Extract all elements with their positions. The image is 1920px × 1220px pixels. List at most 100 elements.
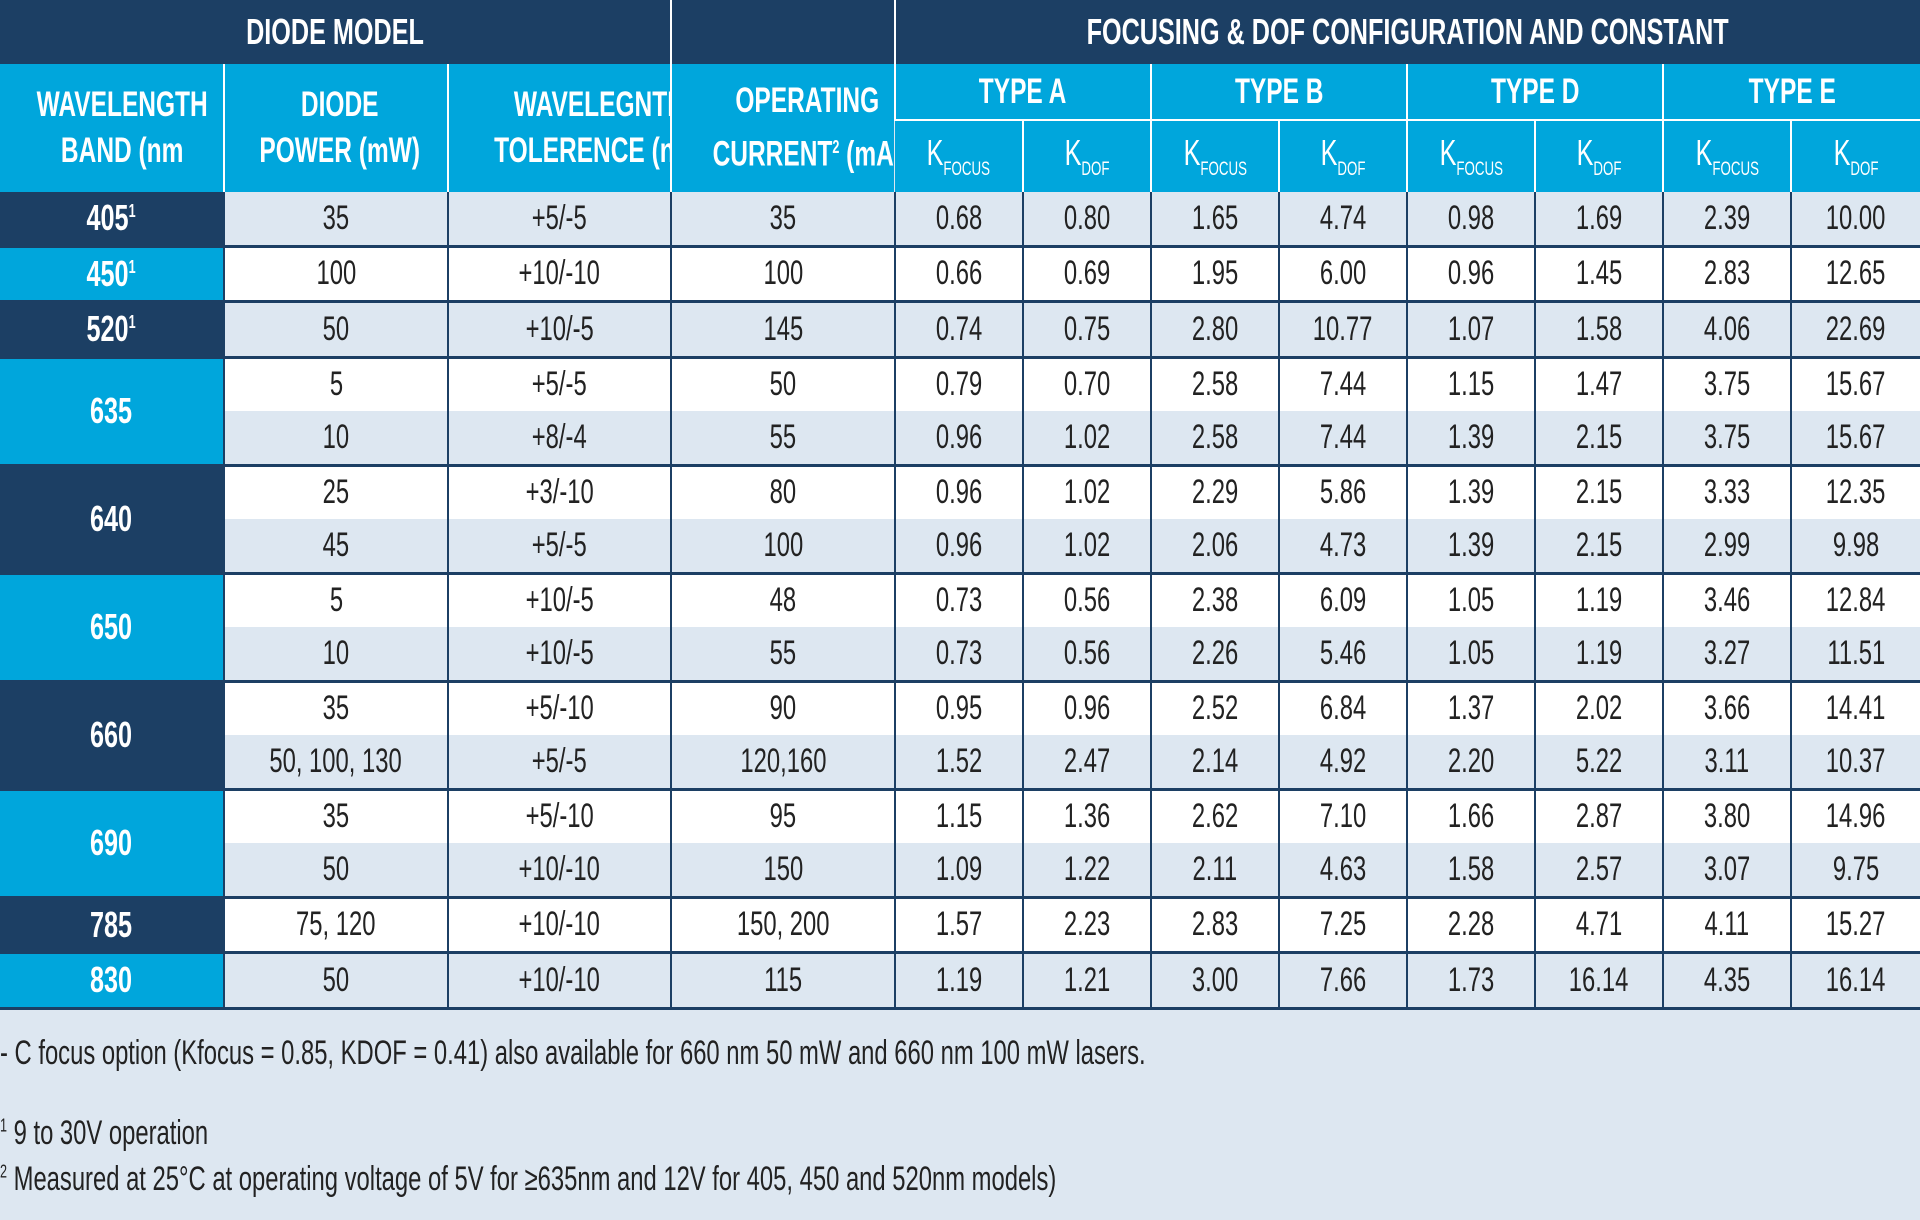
wavelength-tolerance-cell: +3/-10 <box>446 463 672 519</box>
diode-power-cell: 100 <box>223 244 448 302</box>
type-b-k-focus-cell: 2.06 <box>1150 519 1280 573</box>
type-d-k-focus-cell: 1.37 <box>1406 679 1536 735</box>
type-a-k-dof-cell: 0.69 <box>1022 244 1152 302</box>
type-d-k-focus-cell: 1.39 <box>1406 463 1536 519</box>
table-row: 50 +10/-10 150 1.09 1.22 2.11 4.63 1.58 2.57 3.07… <box>0 843 1920 897</box>
type-e-k-focus-cell: 3.27 <box>1662 627 1792 681</box>
type-b-k-dof-cell: 10.77 <box>1278 300 1408 357</box>
wavelength-tolerance-cell: +10/-5 <box>446 571 672 627</box>
wavelength-band-cell: 640 <box>0 463 224 573</box>
wavelength-band-cell: 785 <box>0 895 224 953</box>
type-a-k-dof-cell: 0.80 <box>1022 192 1152 246</box>
type-d-k-dof-cell: 1.47 <box>1534 355 1664 411</box>
operating-current-cell: 100 <box>670 244 896 302</box>
type-e-k-focus-cell: 3.46 <box>1662 571 1792 627</box>
type-e-k-dof-cell: 16.14 <box>1790 951 1920 1008</box>
wavelength-band-header: WAVELENGTH BAND (nm <box>0 64 224 192</box>
diode-power-cell: 35 <box>223 192 448 246</box>
wavelength-tolerance-cell: +10/-10 <box>446 951 672 1008</box>
type-b-k-dof-cell: 4.63 <box>1278 843 1408 897</box>
operating-current-cell: 120,160 <box>670 735 896 789</box>
type-d-k-dof-cell: 2.15 <box>1534 463 1664 519</box>
type-d-k-focus-cell: 0.98 <box>1406 192 1536 246</box>
type-b-k-dof-cell: 4.74 <box>1278 192 1408 246</box>
type-a-k-focus-cell: 0.73 <box>894 627 1024 681</box>
type-a-k-focus-cell: 0.74 <box>894 300 1024 357</box>
wavelength-tolerance-cell: +5/-5 <box>446 355 672 411</box>
type-a-k-dof-cell: 0.70 <box>1022 355 1152 411</box>
type-e-k-focus-cell: 3.11 <box>1662 735 1792 789</box>
type-d-k-dof-cell: 2.15 <box>1534 411 1664 465</box>
type-b-header: TYPE B <box>1150 64 1408 121</box>
type-a-k-dof-cell: 0.75 <box>1022 300 1152 357</box>
type-e-k-dof-cell: 9.75 <box>1790 843 1920 897</box>
type-e-k-focus-cell: 3.80 <box>1662 787 1792 843</box>
type-e-k-focus-cell: 2.39 <box>1662 192 1792 246</box>
diode-power-cell: 50, 100, 130 <box>223 735 448 789</box>
wavelength-band-cell: 5201 <box>0 300 224 357</box>
type-b-k-focus-cell: 2.58 <box>1150 411 1280 465</box>
operating-current-cell: 145 <box>670 300 896 357</box>
type-a-k-focus-cell: 0.68 <box>894 192 1024 246</box>
operating-current-cell: 90 <box>670 679 896 735</box>
type-a-k-focus-cell: 0.79 <box>894 355 1024 411</box>
type-b-k-focus-cell: 2.62 <box>1150 787 1280 843</box>
table-row: 10 +10/-5 55 0.73 0.56 2.26 5.46 1.05 1.19 3.27 11… <box>0 627 1920 681</box>
table-row: 4051 35 +5/-5 35 0.68 0.80 1.65 4.74 0.98 1.69 2.3… <box>0 192 1920 246</box>
operating-current-cell: 50 <box>670 355 896 411</box>
table-row: 785 75, 120 +10/-10 150, 200 1.57 2.23 2.83 7.2… <box>0 895 1920 953</box>
type-a-k-dof-cell: 0.96 <box>1022 679 1152 735</box>
type-d-k-dof-cell: 2.57 <box>1534 843 1664 897</box>
operating-current-cell: 115 <box>670 951 896 1008</box>
type-d-k-dof-cell: 2.15 <box>1534 519 1664 573</box>
operating-current-cell: 48 <box>670 571 896 627</box>
diode-power-cell: 35 <box>223 787 448 843</box>
diode-model-header: DIODE MODEL <box>0 0 672 64</box>
focusing-header: FOCUSING & DOF CONFIGURATION AND CONSTAN… <box>894 0 1920 64</box>
operating-current-cell: 95 <box>670 787 896 843</box>
type-b-k-dof-cell: 7.10 <box>1278 787 1408 843</box>
operating-current-cell: 55 <box>670 627 896 681</box>
type-e-k-focus-cell: 3.66 <box>1662 679 1792 735</box>
type-a-k-focus-cell: 1.52 <box>894 735 1024 789</box>
type-d-k-dof-cell: 5.22 <box>1534 735 1664 789</box>
type-a-k-dof-cell: 2.47 <box>1022 735 1152 789</box>
diode-power-cell: 5 <box>223 355 448 411</box>
diode-power-cell: 10 <box>223 411 448 465</box>
diode-power-cell: 75, 120 <box>223 895 448 953</box>
wavelength-band-cell: 650 <box>0 571 224 681</box>
operating-current-cell: 150, 200 <box>670 895 896 953</box>
wavelength-tolerance-cell: +5/-5 <box>446 519 672 573</box>
wavelength-tolerance-cell: +5/-10 <box>446 787 672 843</box>
type-e-k-dof-cell: 10.37 <box>1790 735 1920 789</box>
table-row: 830 50 +10/-10 115 1.19 1.21 3.00 7.66 1.73 16.14… <box>0 951 1920 1008</box>
operating-current-cell: 35 <box>670 192 896 246</box>
diode-power-cell: 35 <box>223 679 448 735</box>
k-dof-header: KDOF <box>1278 120 1408 192</box>
type-b-k-dof-cell: 5.46 <box>1278 627 1408 681</box>
table-row: 650 5 +10/-5 48 0.73 0.56 2.38 6.09 1.05 1.19 3.46… <box>0 571 1920 681</box>
type-e-k-dof-cell: 9.98 <box>1790 519 1920 573</box>
type-b-k-focus-cell: 2.80 <box>1150 300 1280 357</box>
k-dof-header: KDOF <box>1790 120 1920 192</box>
type-a-k-focus-cell: 0.96 <box>894 411 1024 465</box>
type-d-k-dof-cell: 1.58 <box>1534 300 1664 357</box>
type-b-k-dof-cell: 6.84 <box>1278 679 1408 735</box>
type-a-k-focus-cell: 0.66 <box>894 244 1024 302</box>
type-e-k-focus-cell: 2.83 <box>1662 244 1792 302</box>
type-a-k-dof-cell: 1.02 <box>1022 463 1152 519</box>
type-e-k-dof-cell: 22.69 <box>1790 300 1920 357</box>
table-row: 690 35 +5/-10 95 1.15 1.36 2.62 7.10 1.66 2.87 3.8… <box>0 787 1920 897</box>
wavelength-tolerance-cell: +5/-5 <box>446 192 672 246</box>
type-b-k-focus-cell: 2.11 <box>1150 843 1280 897</box>
type-d-k-focus-cell: 1.07 <box>1406 300 1536 357</box>
diode-power-cell: 50 <box>223 951 448 1008</box>
diode-power-cell: 45 <box>223 519 448 573</box>
type-d-k-focus-cell: 0.96 <box>1406 244 1536 302</box>
wavelength-band-cell: 635 <box>0 355 224 465</box>
type-a-k-dof-cell: 0.56 <box>1022 571 1152 627</box>
wavelength-band-cell: 660 <box>0 679 224 789</box>
type-a-k-dof-cell: 2.23 <box>1022 895 1152 953</box>
